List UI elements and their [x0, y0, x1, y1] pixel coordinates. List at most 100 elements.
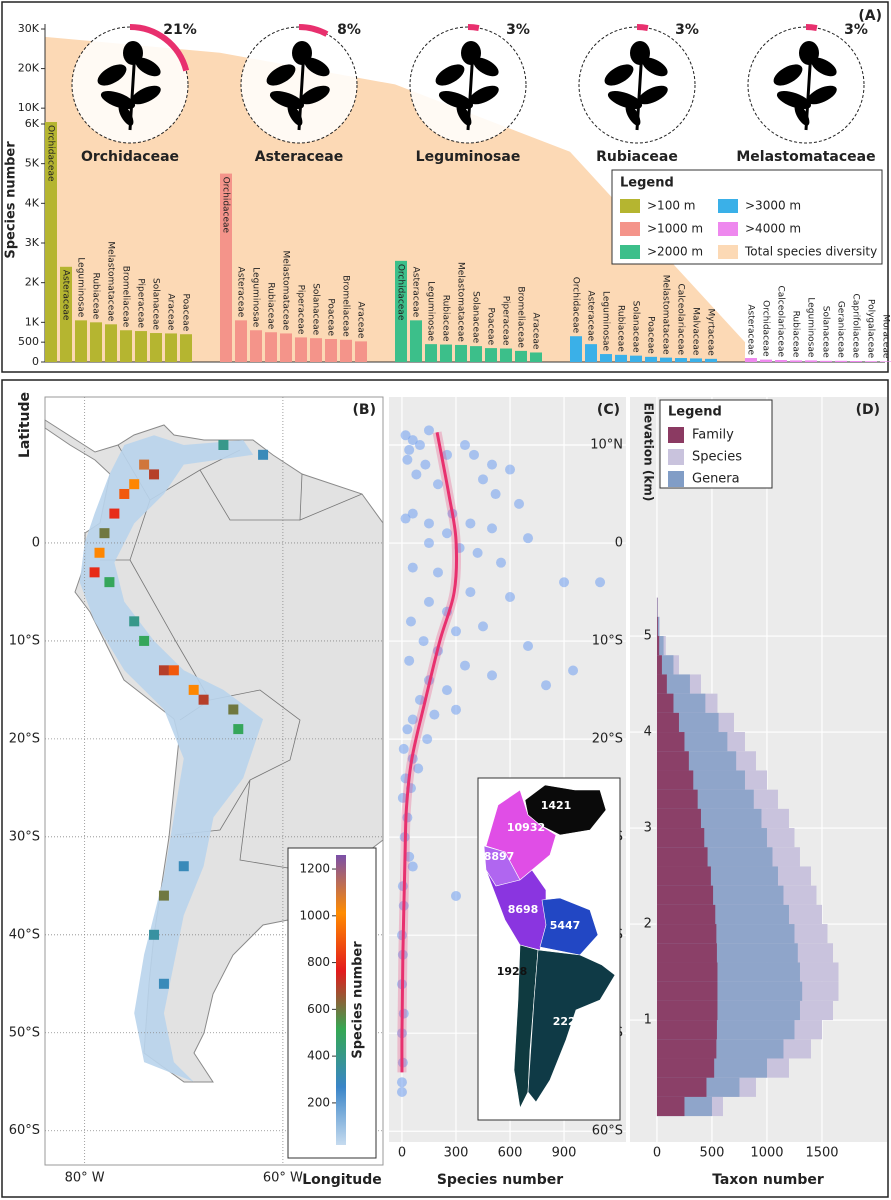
- x-axis-label: Taxon number: [712, 1172, 824, 1188]
- site-point: [441, 528, 452, 539]
- family-label: Calceolariaceae: [676, 283, 686, 355]
- plant-silhouette: [438, 90, 474, 110]
- histogram-bar: [656, 847, 708, 867]
- plant-silhouette: [807, 85, 837, 105]
- site-point: [450, 704, 461, 715]
- richness-cell: [188, 684, 199, 695]
- inset-value: 2220: [553, 1015, 584, 1028]
- histogram-bar: [656, 924, 717, 944]
- site-point: [469, 449, 480, 460]
- colorbar-label: Species number: [351, 941, 366, 1059]
- x-tick-label: 60° W: [263, 1171, 303, 1186]
- site-point: [523, 533, 534, 544]
- histogram-bar: [656, 943, 717, 963]
- site-point: [420, 459, 431, 470]
- panel-label: (A): [858, 8, 882, 24]
- family-label: Poaceae: [646, 316, 656, 354]
- colorbar-tick-label: 800: [307, 955, 330, 969]
- bar: [515, 350, 527, 362]
- family-label: Orchidaceae: [396, 264, 406, 321]
- richness-cell: [139, 459, 150, 470]
- family-label: Myrtaceae: [706, 308, 716, 356]
- x-tick-label: 900: [552, 1146, 577, 1161]
- bar: [600, 354, 612, 362]
- y-tick-label: 30K: [18, 22, 40, 35]
- family-label: Leguminosae: [76, 257, 86, 317]
- bar: [500, 348, 512, 362]
- site-point: [413, 763, 424, 774]
- y-tick-label: 0: [615, 536, 623, 551]
- y-tick-label: 20°S: [592, 732, 623, 747]
- site-point: [465, 518, 476, 529]
- legend-label: >2000 m: [647, 245, 703, 259]
- site-point: [405, 616, 416, 627]
- bar: [280, 333, 292, 362]
- site-point: [478, 474, 489, 485]
- family-name: Orchidaceae: [81, 149, 179, 165]
- y-tick-label: 5K: [25, 157, 40, 170]
- histogram-bar: [656, 1058, 715, 1078]
- y-tick-label: 60°S: [592, 1124, 623, 1139]
- family-name: Melastomataceae: [736, 149, 875, 165]
- plant-silhouette: [799, 41, 819, 65]
- y-axis-label: Elevation (km): [642, 403, 656, 502]
- histogram-bar: [656, 866, 711, 886]
- legend-swatch: [718, 245, 738, 259]
- bar: [865, 361, 877, 362]
- share-arc: [636, 24, 649, 31]
- bar: [705, 358, 717, 362]
- bar: [850, 361, 862, 362]
- site-point: [478, 621, 489, 632]
- y-tick-label: 20°S: [9, 731, 40, 746]
- family-label: Rubiaceae: [441, 295, 451, 342]
- site-point: [397, 792, 408, 803]
- site-point: [423, 425, 434, 436]
- site-point: [398, 743, 409, 754]
- bar: [790, 360, 802, 362]
- site-point: [559, 577, 570, 588]
- legend-label: Species: [692, 450, 742, 465]
- site-point: [407, 435, 418, 446]
- family-label: Leguminosae: [426, 281, 436, 341]
- y-tick-label: 3K: [25, 236, 40, 249]
- legend-swatch: [668, 427, 684, 443]
- richness-cell: [89, 567, 100, 578]
- legend-swatch: [718, 199, 738, 213]
- richness-cell: [149, 929, 160, 940]
- site-point: [423, 518, 434, 529]
- y-tick-label: 3: [644, 821, 652, 836]
- family-label: Piperaceae: [501, 296, 511, 346]
- plant-silhouette: [135, 57, 161, 77]
- site-point: [541, 680, 552, 691]
- site-point: [487, 459, 498, 470]
- family-label: Piperaceae: [296, 285, 306, 335]
- site-point: [411, 469, 422, 480]
- histogram-bar: [656, 1096, 685, 1117]
- bar: [310, 338, 322, 362]
- bar: [880, 361, 891, 362]
- plant-silhouette: [300, 85, 330, 105]
- bar: [250, 330, 262, 362]
- histogram-bar: [656, 636, 660, 656]
- family-label: Araceae: [166, 294, 176, 331]
- family-label: Piperaceae: [136, 278, 146, 328]
- plant-silhouette: [773, 64, 803, 86]
- share-label: 3%: [506, 22, 530, 38]
- richness-cell: [228, 704, 239, 715]
- richness-cell: [168, 665, 179, 676]
- plant-silhouette: [269, 90, 305, 110]
- site-point: [595, 577, 606, 588]
- family-label: Polygalaceae: [866, 299, 876, 359]
- richness-cell: [99, 528, 110, 539]
- family-label: Moraceae: [881, 314, 891, 358]
- richness-cell: [178, 861, 189, 872]
- panel-label: (B): [353, 402, 376, 418]
- y-tick-label: 1K: [25, 315, 40, 328]
- plant-silhouette: [625, 104, 641, 126]
- bar: [530, 352, 542, 362]
- x-tick-label: 500: [700, 1146, 725, 1161]
- histogram-bar: [656, 655, 662, 675]
- y-tick-label: 2: [644, 917, 652, 932]
- bar: [340, 339, 352, 362]
